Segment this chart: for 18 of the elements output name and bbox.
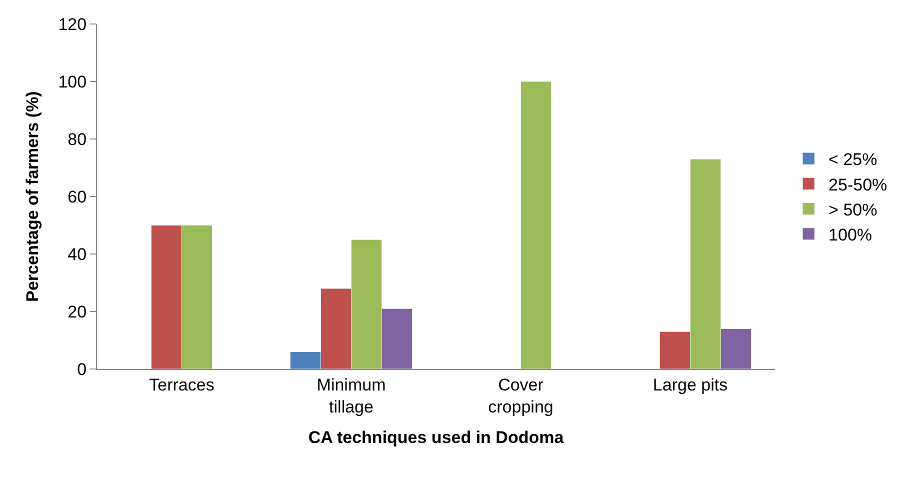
y-tick-label: 120 — [58, 14, 87, 34]
x-tick-label: Cover cropping — [488, 375, 554, 416]
x-tick-label: Large pits — [652, 375, 728, 394]
legend-label: > 50% — [828, 200, 878, 220]
x-tick-label: Terraces — [149, 375, 214, 394]
legend-label: 25-50% — [828, 175, 888, 194]
bar — [520, 81, 552, 369]
legend-label: < 25% — [828, 150, 878, 170]
y-tick-label: 20 — [68, 302, 87, 322]
y-tick-label: 80 — [68, 130, 87, 149]
y-axis-title: Percentage of farmers (%) — [22, 91, 42, 302]
y-tick-label: 0 — [77, 360, 87, 379]
x-axis-title: CA techniques used in Dodoma — [308, 428, 564, 447]
x-tick-label: Minimum tillage — [316, 375, 386, 416]
y-tick-label: 40 — [68, 244, 87, 264]
y-tick-label: 100 — [58, 72, 87, 92]
y-tick-label: 60 — [68, 187, 87, 206]
legend-label: 100% — [828, 225, 872, 244]
